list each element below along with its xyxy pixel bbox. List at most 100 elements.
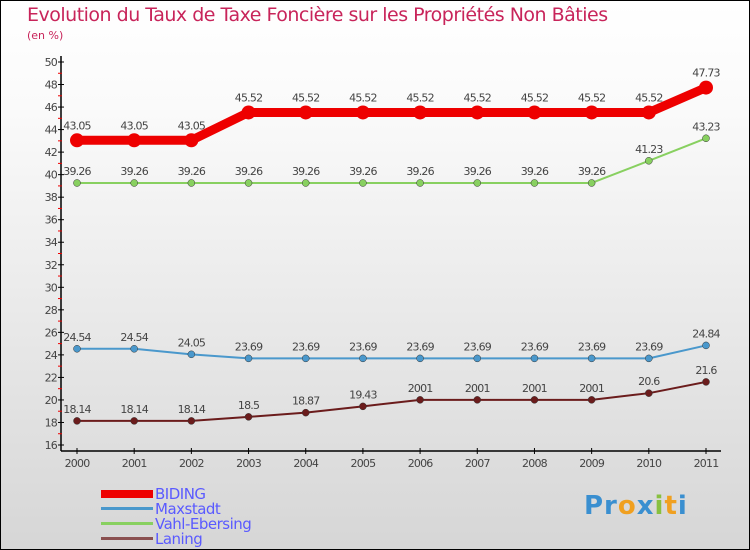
data-point [587, 354, 596, 363]
data-label: 18.87 [292, 395, 320, 408]
series-line-laning [77, 380, 707, 422]
data-label: 24.54 [120, 331, 148, 344]
data-label: 23.69 [235, 340, 263, 353]
data-label: 43.05 [178, 119, 206, 132]
y-tick-label: 30 [45, 281, 58, 294]
legend-swatch [101, 489, 153, 498]
data-label: 23.69 [406, 340, 434, 353]
y-tick-label: 34 [45, 236, 58, 249]
data-point [184, 133, 199, 148]
data-point [645, 157, 653, 165]
y-tick-label: 24 [45, 349, 58, 362]
x-tick-label: 2008 [522, 457, 548, 470]
data-point [359, 179, 367, 187]
data-label: 19.43 [349, 388, 377, 401]
data-label: 39.26 [406, 165, 434, 178]
data-point [699, 80, 713, 95]
data-point [301, 179, 310, 187]
data-point [587, 179, 596, 187]
data-point [416, 396, 424, 404]
legend-swatch [101, 507, 153, 510]
data-point [244, 354, 253, 363]
x-tick-label: 2005 [351, 457, 377, 470]
data-label: 45.52 [349, 91, 377, 104]
data-label: 24.05 [178, 336, 206, 349]
data-label: 45.52 [292, 91, 320, 104]
data-point [702, 134, 710, 143]
data-label: 45.52 [464, 91, 492, 104]
data-point [641, 105, 656, 120]
data-point [244, 413, 253, 421]
y-tick-label: 50 [45, 56, 58, 69]
legend-swatch [101, 522, 153, 525]
data-label: 23.69 [349, 340, 377, 353]
data-label: 43.05 [120, 119, 148, 132]
data-point [355, 105, 370, 120]
proxiti-logo: Proxiti [584, 491, 688, 521]
data-label: 20.6 [638, 375, 660, 388]
y-tick-label: 36 [45, 214, 58, 227]
y-axis-unit: (en %) [27, 29, 64, 42]
data-point [530, 396, 539, 404]
y-tick-label: 20 [45, 394, 58, 407]
data-label: 45.52 [406, 91, 434, 104]
data-label: 43.23 [692, 120, 720, 133]
series-line-vahl-ebersing [77, 137, 707, 184]
data-label: 39.26 [292, 165, 320, 178]
data-point [298, 105, 313, 120]
data-label: 23.69 [521, 340, 549, 353]
data-label: 45.52 [521, 91, 549, 104]
y-tick-label: 26 [45, 326, 58, 339]
y-tick-label: 32 [45, 259, 57, 272]
data-label: 2001 [465, 382, 490, 395]
data-point [187, 350, 196, 359]
legend-label: Vahl-Ebersing [155, 514, 252, 533]
legend-item-biding: BIDING [101, 484, 206, 503]
data-label: 41.23 [635, 143, 663, 156]
data-label: 18.5 [238, 399, 260, 412]
series-line-maxstadt [77, 344, 707, 360]
data-point [702, 378, 710, 386]
data-point [416, 179, 424, 187]
legend-label: Maxstadt [155, 499, 221, 518]
data-point [645, 389, 653, 397]
data-point [187, 417, 196, 425]
y-tick-label: 18 [45, 416, 58, 429]
y-tick-label: 28 [45, 304, 58, 317]
x-tick-label: 2000 [65, 457, 91, 470]
data-point [301, 408, 310, 417]
data-label: 39.26 [578, 165, 606, 178]
data-point [359, 402, 367, 411]
x-tick-label: 2006 [408, 457, 434, 470]
data-point [70, 133, 84, 148]
data-point [530, 354, 539, 363]
data-point [130, 417, 138, 425]
y-tick-label: 46 [45, 101, 58, 114]
data-label: 24.84 [692, 327, 720, 340]
data-point [473, 354, 482, 363]
data-point [413, 105, 428, 120]
legend-label: BIDING [155, 484, 206, 503]
data-label: 47.73 [692, 67, 720, 80]
x-tick-label: 2002 [179, 457, 204, 470]
data-point [73, 345, 81, 353]
data-label: 23.69 [464, 340, 492, 353]
y-tick-label: 16 [45, 439, 58, 452]
data-label: 18.14 [120, 403, 148, 416]
legend-item-vahl-ebersing: Vahl-Ebersing [101, 514, 252, 533]
data-point [130, 179, 138, 187]
data-point [530, 179, 539, 187]
data-label: 23.69 [292, 340, 320, 353]
legend-item-maxstadt: Maxstadt [101, 499, 221, 518]
series-line-biding [77, 83, 708, 145]
data-label: 39.26 [349, 165, 377, 178]
data-label: 18.14 [178, 403, 206, 416]
data-label: 2001 [522, 382, 547, 395]
data-point [130, 345, 138, 353]
data-point [416, 354, 424, 363]
data-label: 18.14 [63, 403, 91, 416]
legend-item-laning: Laning [101, 530, 203, 548]
data-label: 39.26 [178, 165, 206, 178]
data-point [470, 105, 485, 120]
